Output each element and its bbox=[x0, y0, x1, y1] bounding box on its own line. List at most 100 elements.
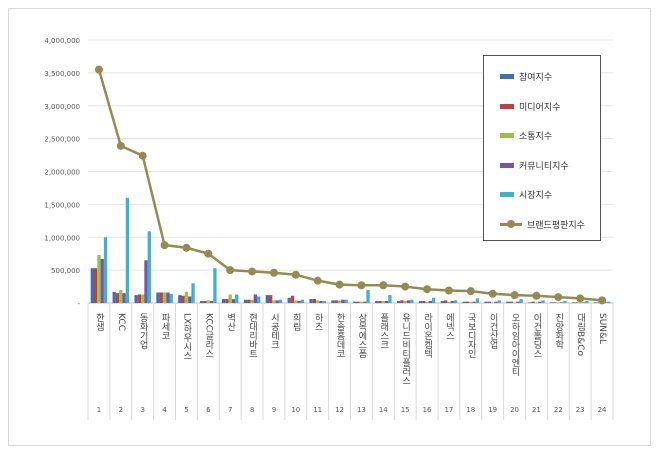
y-tick-label: 3,000,000 bbox=[44, 103, 80, 111]
x-category-label: 삼목에스폼 bbox=[356, 313, 366, 358]
legend-swatch bbox=[500, 74, 514, 80]
y-tick-label: 2,000,000 bbox=[44, 169, 80, 177]
bar-시장지수 bbox=[607, 301, 611, 303]
x-category-label: 동화기업 bbox=[138, 313, 148, 349]
bar-커뮤니티지수 bbox=[100, 258, 104, 303]
legend-item: 시장지수 bbox=[500, 180, 600, 210]
bar-커뮤니티지수 bbox=[166, 292, 170, 303]
bar-미디어지수 bbox=[203, 301, 207, 303]
bar-시장지수 bbox=[300, 299, 305, 303]
bar-미디어지수 bbox=[334, 300, 338, 303]
bar-미디어지수 bbox=[137, 294, 142, 303]
line-point bbox=[401, 282, 410, 291]
bar-커뮤니티지수 bbox=[603, 302, 608, 303]
bar-참여지수 bbox=[200, 301, 204, 303]
bar-시장지수 bbox=[278, 299, 283, 303]
x-rank-label: 17 bbox=[444, 406, 453, 414]
bar-커뮤니티지수 bbox=[297, 301, 301, 303]
x-rank-label: 11 bbox=[313, 406, 322, 414]
bar-미디어지수 bbox=[443, 300, 448, 303]
bar-소통지수 bbox=[162, 292, 167, 303]
line-point bbox=[94, 65, 103, 74]
x-category-label: SUN&L bbox=[597, 313, 607, 344]
line-point bbox=[444, 286, 453, 295]
x-rank-label: 12 bbox=[335, 406, 344, 414]
bar-소통지수 bbox=[447, 301, 451, 303]
line-point bbox=[226, 266, 235, 275]
legend-item: 미디어지수 bbox=[500, 92, 600, 122]
bar-미디어지수 bbox=[465, 301, 470, 303]
bar-시장지수 bbox=[235, 294, 239, 303]
bar-커뮤니티지수 bbox=[538, 301, 542, 303]
line-point bbox=[488, 289, 497, 298]
bar-시장지수 bbox=[322, 301, 326, 303]
x-rank-label: 2 bbox=[119, 406, 123, 414]
legend-item: 브랜드평판지수 bbox=[500, 210, 600, 240]
bar-시장지수 bbox=[366, 289, 370, 303]
x-category-label: 라이온켐텍 bbox=[422, 313, 432, 359]
bar-소통지수 bbox=[206, 300, 210, 303]
line-point bbox=[510, 291, 519, 300]
bar-소통지수 bbox=[403, 301, 407, 303]
bar-커뮤니티지수 bbox=[209, 301, 214, 303]
bar-소통지수 bbox=[97, 255, 101, 303]
bar-소통지수 bbox=[272, 300, 276, 303]
bar-커뮤니티지수 bbox=[581, 302, 586, 303]
line-point bbox=[598, 296, 607, 305]
bar-소통지수 bbox=[141, 294, 145, 303]
bar-소통지수 bbox=[184, 291, 189, 303]
bar-참여지수 bbox=[593, 302, 598, 303]
bar-미디어지수 bbox=[181, 295, 185, 303]
line-point bbox=[138, 151, 147, 160]
bar-시장지수 bbox=[388, 295, 392, 303]
line-point bbox=[532, 291, 541, 300]
bar-참여지수 bbox=[550, 302, 554, 303]
y-tick-label: 2,500,000 bbox=[44, 136, 80, 144]
x-category-label: 한샘 bbox=[94, 313, 104, 331]
line-point bbox=[248, 267, 257, 276]
x-category-label: 오하임아이엔티 bbox=[510, 313, 520, 377]
legend-swatch bbox=[500, 133, 514, 139]
bar-소통지수 bbox=[556, 302, 560, 303]
bar-커뮤니티지수 bbox=[472, 301, 476, 303]
bar-소통지수 bbox=[359, 301, 364, 303]
bar-커뮤니티지수 bbox=[319, 301, 323, 303]
bar-시장지수 bbox=[563, 301, 567, 303]
x-category-label: 플래스크 bbox=[378, 313, 388, 349]
bar-시장지수 bbox=[475, 298, 480, 303]
bar-시장지수 bbox=[585, 301, 589, 303]
x-category-label: 시공테크 bbox=[269, 313, 279, 349]
x-category-label: 한솔홈데코 bbox=[335, 313, 345, 358]
bar-미디어지수 bbox=[115, 293, 120, 303]
bar-참여지수 bbox=[112, 291, 116, 303]
y-tick-label: 1,000,000 bbox=[44, 234, 80, 242]
line-point bbox=[466, 287, 475, 296]
bar-미디어지수 bbox=[553, 302, 557, 303]
x-category-label: 희림 bbox=[291, 312, 301, 331]
bar-커뮤니티지수 bbox=[275, 300, 279, 303]
bar-참여지수 bbox=[375, 301, 379, 303]
bar-참여지수 bbox=[309, 299, 313, 303]
bar-커뮤니티지수 bbox=[122, 293, 126, 303]
bar-소통지수 bbox=[469, 301, 473, 303]
legend: 참여지수 미디어지수 소통지수 커뮤니티지수 시장지수 브랜드평판지수 bbox=[483, 55, 601, 241]
x-category-label: LX하우시스 bbox=[181, 313, 191, 360]
x-rank-label: 15 bbox=[401, 406, 410, 414]
legend-swatch bbox=[500, 192, 514, 198]
legend-swatch bbox=[500, 162, 514, 168]
bar-시장지수 bbox=[410, 299, 414, 303]
x-category-label: 대림B&Co bbox=[575, 313, 585, 357]
bar-미디어지수 bbox=[356, 301, 360, 303]
bar-시장지수 bbox=[213, 268, 217, 303]
x-rank-label: 8 bbox=[250, 406, 254, 414]
line-point bbox=[576, 294, 585, 303]
bar-소통지수 bbox=[381, 301, 385, 303]
bar-시장지수 bbox=[432, 297, 436, 303]
x-rank-label: 10 bbox=[291, 406, 300, 414]
x-rank-label: 14 bbox=[379, 406, 388, 414]
line-point bbox=[160, 241, 169, 250]
x-category-label: 국보디자인 bbox=[466, 313, 476, 358]
bar-커뮤니티지수 bbox=[363, 301, 367, 303]
bar-커뮤니티지수 bbox=[253, 294, 258, 303]
